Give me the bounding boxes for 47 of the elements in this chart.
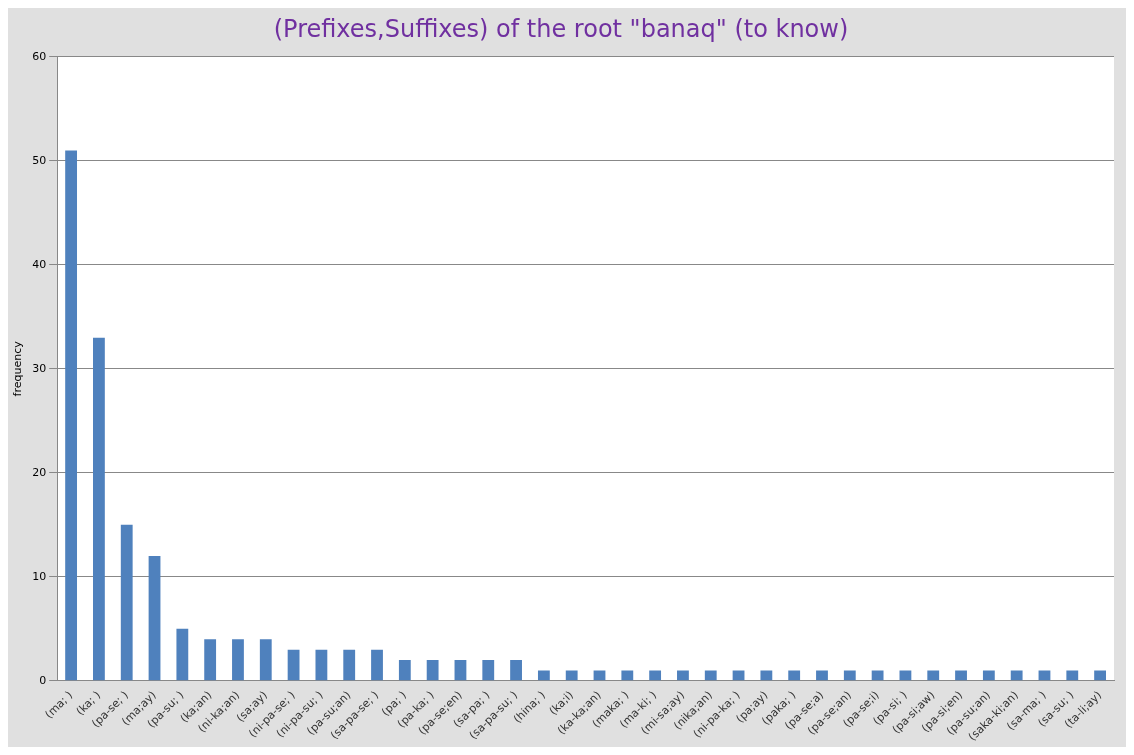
bar: [482, 660, 495, 681]
bar: [120, 524, 133, 681]
bar: [204, 639, 217, 681]
bar: [315, 649, 328, 681]
bar: [426, 660, 439, 681]
y-tick-label: 20: [32, 465, 47, 479]
bar: [454, 660, 467, 681]
bar: [176, 628, 189, 681]
bar: [704, 670, 717, 681]
bar: [871, 670, 884, 681]
chart-title: (Prefixes,Suffixes) of the root "banaq" (to know): [273, 14, 849, 43]
bar: [1038, 670, 1051, 681]
bar: [93, 337, 105, 681]
y-tick-label: 10: [32, 569, 47, 583]
bar: [398, 660, 411, 681]
bar: [259, 639, 272, 681]
bar: [371, 649, 383, 681]
bar: [593, 670, 606, 681]
bar: [287, 649, 300, 681]
bar: [343, 649, 356, 681]
bar: [899, 670, 912, 681]
bar: [510, 660, 522, 681]
bar: [955, 670, 967, 681]
bar: [677, 670, 689, 681]
bar: [65, 150, 78, 681]
bar: [649, 670, 662, 681]
y-tick-label: 60: [32, 49, 47, 63]
bar: [621, 670, 634, 681]
bar: [788, 670, 801, 681]
bar: [982, 670, 995, 681]
bar: [565, 670, 578, 681]
bar: [1010, 670, 1023, 681]
bar: [1066, 670, 1079, 681]
bar: [1094, 670, 1106, 681]
bar: [816, 670, 828, 681]
y-tick-label: 30: [32, 361, 47, 375]
bar: [537, 670, 550, 681]
y-tick-label: 50: [32, 153, 47, 167]
y-axis-title: frequency: [11, 340, 25, 397]
bar: [760, 670, 773, 681]
bar: [732, 670, 745, 681]
y-tick-label: 40: [32, 257, 47, 271]
bar: [843, 670, 856, 681]
bar: [927, 670, 940, 681]
bar: [148, 556, 161, 681]
bar: [232, 639, 244, 681]
y-tick-label: 0: [39, 673, 47, 687]
